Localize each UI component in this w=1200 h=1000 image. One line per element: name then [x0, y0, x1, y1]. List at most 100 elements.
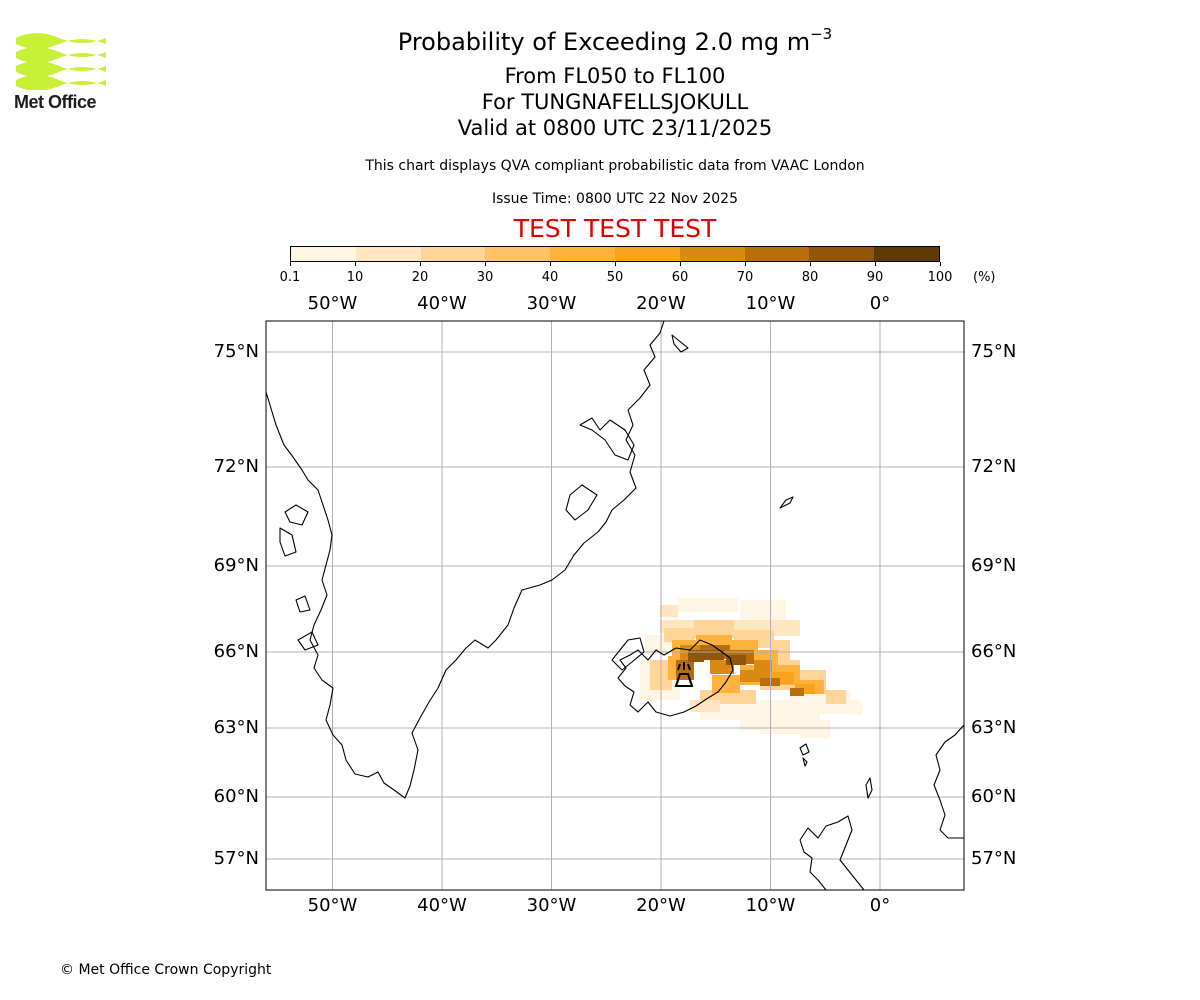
- longitude-label: 0°: [870, 895, 890, 916]
- issue-time: Issue Time: 0800 UTC 22 Nov 2025: [491, 191, 739, 207]
- latitude-label: 60°N: [214, 786, 259, 807]
- plume-cell: [795, 684, 815, 694]
- longitude-label: 30°W: [527, 895, 577, 916]
- disclaimer: This chart displays QVA compliant probab…: [365, 158, 865, 174]
- colorbar-tick-mark: [484, 262, 486, 266]
- longitude-label: 40°W: [417, 293, 467, 314]
- volcano-name: For TUNGNAFELLSJOKULL: [481, 90, 749, 114]
- colorbar-tick-label: 40: [541, 270, 559, 285]
- colorbar-tick-label: 100: [927, 270, 953, 285]
- latitude-label: 57°N: [214, 848, 259, 869]
- copyright: © Met Office Crown Copyright: [60, 962, 272, 978]
- plume-cell: [704, 650, 724, 660]
- colorbar-segment: [679, 247, 745, 261]
- coastline-faroes: [799, 743, 810, 767]
- latitude-labels-right: 75°N 72°N 69°N 66°N 63°N 60°N 57°N: [971, 341, 1016, 869]
- longitude-label: 20°W: [636, 895, 686, 916]
- colorbar-segment: [744, 247, 810, 261]
- test-banner: TEST TEST TEST: [513, 214, 717, 243]
- colorbar-unit: (%): [973, 270, 996, 285]
- coastlines: [266, 321, 964, 890]
- plume-cell: [850, 703, 862, 715]
- colorbar-segment: [420, 247, 486, 261]
- plume-cell: [660, 605, 678, 617]
- latitude-label: 66°N: [971, 641, 1016, 662]
- latitude-label: 63°N: [971, 717, 1016, 738]
- colorbar-segment: [874, 247, 939, 261]
- colorbar-tick-mark: [939, 262, 941, 266]
- volcano-icon: [674, 662, 694, 687]
- colorbar-tick-mark: [289, 262, 291, 266]
- plume-cell: [678, 598, 738, 612]
- colorbar-tick-mark: [354, 262, 356, 266]
- coastline-greenland-inlet: [565, 484, 598, 521]
- plume-cell: [694, 620, 734, 638]
- latitude-label: 69°N: [971, 555, 1016, 576]
- latitude-label: 75°N: [214, 341, 259, 362]
- colorbar-tick-label: 0.1: [279, 270, 301, 285]
- met-office-wave-icon: [16, 33, 106, 91]
- valid-time: Valid at 0800 UTC 23/11/2025: [457, 116, 773, 140]
- plume-cell: [800, 720, 830, 738]
- plume-cell: [790, 688, 804, 696]
- latitude-label: 63°N: [214, 717, 259, 738]
- latitude-label: 72°N: [214, 456, 259, 477]
- chart-title: Probability of Exceeding 2.0 mg m−3: [365, 25, 865, 56]
- coastline-greenland: [266, 321, 665, 799]
- plume-cell: [740, 600, 786, 620]
- longitude-label: 10°W: [746, 293, 796, 314]
- logo-text: Met Office: [14, 92, 97, 112]
- colorbar-tick-label: 80: [801, 270, 819, 285]
- plume-cell: [726, 655, 746, 665]
- colorbar-segment: [550, 247, 615, 261]
- latitude-label: 60°N: [971, 786, 1016, 807]
- colorbar-tick-label: 30: [476, 270, 494, 285]
- colorbar-tick-mark: [809, 262, 811, 266]
- met-office-logo: Met Office: [14, 30, 109, 115]
- colorbar-tick-mark: [614, 262, 616, 266]
- plume-cell: [712, 675, 740, 693]
- coastline-shetland: [865, 777, 873, 799]
- colorbar-segment: [291, 247, 356, 261]
- map-frame: [265, 320, 965, 891]
- colorbar-segment: [614, 247, 680, 261]
- coastline-norway: [933, 724, 964, 839]
- longitude-label: 0°: [870, 293, 890, 314]
- coastline-greenland-west-islands: [279, 504, 319, 651]
- colorbar-tick-label: 70: [736, 270, 754, 285]
- colorbar-tick-label: 20: [411, 270, 429, 285]
- colorbar-tick-mark: [874, 262, 876, 266]
- colorbar-tick-label: 10: [346, 270, 364, 285]
- colorbar-tick-mark: [419, 262, 421, 266]
- colorbar-tick-label: 90: [866, 270, 884, 285]
- plume-cell: [664, 628, 694, 642]
- colorbar-tick-mark: [549, 262, 551, 266]
- colorbar-segment: [355, 247, 421, 261]
- plume-cell: [688, 650, 704, 662]
- plume-cell: [826, 690, 846, 704]
- plume-cell: [690, 700, 720, 712]
- colorbar-tick-label: 60: [671, 270, 689, 285]
- longitude-labels-top: 50°W 40°W 30°W 20°W 10°W 0°: [308, 293, 891, 314]
- longitude-label: 20°W: [636, 293, 686, 314]
- colorbar-tick-mark: [744, 262, 746, 266]
- coastline-iceland-westfjords: [611, 637, 645, 671]
- longitude-label: 30°W: [527, 293, 577, 314]
- ash-probability-plume: [640, 598, 862, 738]
- colorbar-tick-label: 50: [606, 270, 624, 285]
- longitude-label: 10°W: [746, 895, 796, 916]
- latitude-label: 72°N: [971, 456, 1016, 477]
- plume-cell: [740, 715, 770, 730]
- coastline-scotland: [799, 815, 865, 890]
- probability-colorbar: [290, 246, 940, 262]
- title-exponent: −3: [810, 25, 833, 43]
- longitude-label: 40°W: [417, 895, 467, 916]
- coastline-jan-mayen: [779, 496, 794, 509]
- latitude-labels-left: 75°N 72°N 69°N 66°N 63°N 60°N 57°N: [214, 341, 259, 869]
- coastline-greenland-fjords: [579, 417, 635, 461]
- latitude-label: 69°N: [214, 555, 259, 576]
- latitude-label: 75°N: [971, 341, 1016, 362]
- latitude-label: 57°N: [971, 848, 1016, 869]
- longitude-labels-bottom: 50°W 40°W 30°W 20°W 10°W 0°: [308, 895, 891, 916]
